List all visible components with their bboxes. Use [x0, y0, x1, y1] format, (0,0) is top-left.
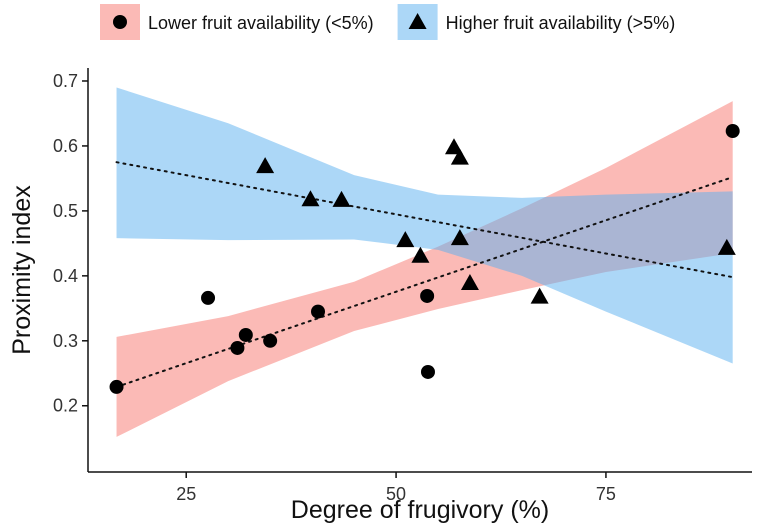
x-tick-label: 50: [386, 484, 406, 504]
point: [717, 238, 736, 255]
point: [201, 290, 216, 305]
y-tick-label: 0.7: [53, 71, 78, 91]
legend-item: Higher fruit availability (>5%): [397, 4, 676, 40]
y-tick-label: 0.4: [53, 266, 78, 286]
point: [332, 190, 351, 207]
point: [256, 157, 275, 174]
point: [263, 333, 278, 348]
point: [311, 304, 326, 319]
y-axis-title: Proximity index: [8, 185, 36, 355]
point: [109, 379, 124, 394]
legend-label: Lower fruit availability (<5%): [148, 13, 374, 33]
y-tick-label: 0.3: [53, 331, 78, 351]
point: [238, 327, 253, 342]
x-axis-title: Degree of frugivory (%): [291, 496, 549, 524]
y-tick-label: 0.5: [53, 201, 78, 221]
legend-item: Lower fruit availability (<5%): [100, 4, 374, 40]
point: [301, 190, 320, 207]
point: [530, 287, 549, 304]
point: [396, 231, 415, 248]
point: [411, 246, 430, 263]
point: [420, 288, 435, 303]
point: [725, 124, 740, 139]
x-tick-label: 75: [596, 484, 616, 504]
point: [450, 229, 469, 246]
trend-line: [115, 161, 734, 279]
point: [450, 148, 469, 165]
legend-marker: [408, 13, 427, 29]
y-tick-label: 0.6: [53, 136, 78, 156]
point: [444, 138, 463, 155]
x-tick-label: 25: [176, 484, 196, 504]
point: [460, 273, 479, 290]
point: [230, 340, 245, 355]
confidence-band: [116, 87, 733, 364]
legend-marker: [113, 15, 127, 29]
confidence-band: [116, 101, 733, 437]
point: [420, 364, 435, 379]
y-tick-label: 0.2: [53, 396, 78, 416]
legend-label: Higher fruit availability (>5%): [446, 13, 676, 33]
